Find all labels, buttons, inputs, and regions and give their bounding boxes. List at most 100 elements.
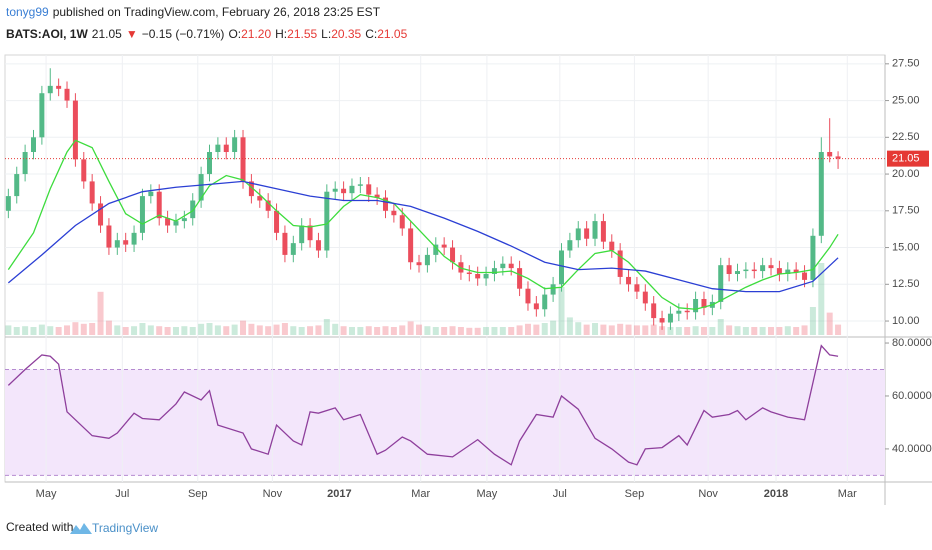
symbol-line: BATS:AOI, 1W 21.05 ▼ −0.15 (−0.71%) O: 21.20 H… — [6, 27, 408, 41]
volume-bar — [499, 327, 506, 335]
candle-body — [760, 265, 766, 272]
footer: Created with TradingView — [6, 520, 158, 535]
volume-bar — [742, 327, 749, 335]
candle-body — [366, 184, 372, 195]
volume-bar — [625, 324, 632, 335]
candle-body — [567, 240, 573, 251]
candle-body — [106, 225, 112, 248]
ohlc-value: 21.05 — [377, 27, 407, 41]
candle-body — [416, 262, 422, 266]
volume-bar — [273, 324, 280, 335]
volume-bar — [659, 326, 666, 335]
candle-body — [357, 184, 363, 186]
volume-bar — [164, 327, 171, 335]
candle-body — [835, 156, 841, 159]
candle-body — [626, 276, 632, 285]
candle-body — [433, 244, 439, 255]
candle-body — [558, 250, 564, 285]
rsi-tick-label: 60.0000 — [892, 390, 932, 402]
y-tick-label: 10.00 — [892, 315, 920, 327]
volume-bar — [818, 263, 825, 335]
candle-body — [299, 225, 305, 244]
candle-body — [98, 203, 104, 226]
volume-bar — [223, 326, 230, 335]
candle-body — [206, 152, 212, 175]
candle-body — [341, 188, 347, 194]
volume-bar — [474, 327, 481, 335]
ohlc-key: L: — [321, 27, 331, 41]
candle-body — [156, 191, 162, 219]
candle-body — [265, 200, 271, 211]
ohlc-value: 21.20 — [241, 27, 271, 41]
ohlc-key: O: — [228, 27, 241, 41]
candle-body — [131, 232, 137, 245]
candle-body — [550, 284, 556, 295]
volume-bar — [131, 326, 138, 335]
y-tick-label: 20.00 — [892, 168, 920, 180]
volume-bar — [566, 317, 573, 335]
volume-bar — [675, 327, 682, 335]
candle-body — [39, 93, 45, 138]
volume-bar — [38, 324, 45, 335]
rsi-line — [7, 344, 839, 466]
candle-body — [533, 303, 539, 310]
volume-bar — [315, 325, 322, 335]
volume-bar — [72, 322, 79, 335]
volume-bar — [700, 327, 707, 335]
candle-body — [198, 174, 204, 201]
volume-bar — [424, 326, 431, 335]
volume-bar — [256, 325, 263, 335]
volume-bar — [709, 327, 716, 335]
volume-bar — [617, 323, 624, 335]
candle-body — [441, 244, 447, 248]
volume-bar — [516, 325, 523, 335]
volume-bar — [801, 325, 808, 335]
candle-body — [89, 181, 95, 204]
candle-body — [600, 221, 606, 242]
ohlc-key: C: — [365, 27, 377, 41]
volume-bar — [64, 325, 71, 335]
candle-body — [424, 254, 430, 266]
candle-body — [617, 250, 623, 277]
candle-body — [483, 274, 489, 279]
candle-body — [290, 243, 296, 255]
volume-bar — [809, 307, 816, 335]
last-price-box — [887, 150, 929, 167]
author[interactable]: tonyg99 — [6, 5, 49, 19]
brand[interactable]: TradingView — [92, 521, 158, 535]
logo — [70, 523, 92, 534]
candle-body — [382, 197, 388, 211]
volume-bar — [592, 323, 599, 335]
volume-bar — [365, 326, 372, 335]
volume-bar — [466, 327, 473, 335]
candle-body — [173, 221, 179, 226]
candle-body — [307, 225, 313, 241]
volume-bar — [642, 325, 649, 335]
volume-bar — [114, 325, 121, 335]
rsi-tick-label: 40.0000 — [892, 443, 932, 455]
y-tick-label: 15.00 — [892, 241, 920, 253]
candle-body — [802, 272, 808, 280]
volume-bar — [441, 327, 448, 335]
candle-body — [391, 210, 397, 216]
volume-bar — [784, 326, 791, 335]
x-tick-label: Sep — [625, 488, 645, 500]
volume-bar — [55, 327, 62, 335]
candle-body — [693, 298, 699, 313]
volume-bar — [240, 320, 247, 335]
volume-bar — [449, 326, 456, 335]
candle-body — [542, 294, 548, 310]
candle-body — [466, 272, 472, 275]
candle-body — [139, 196, 145, 233]
candle-body — [701, 298, 707, 308]
candle-body — [684, 310, 690, 313]
volume-bar — [281, 323, 288, 335]
volume-bar — [533, 324, 540, 335]
candle-body — [751, 269, 757, 272]
candle-body — [475, 274, 481, 279]
volume-bar — [290, 326, 297, 335]
volume-bar — [172, 327, 179, 335]
volume-bar — [340, 326, 347, 335]
volume-bar — [508, 327, 515, 335]
ohlc-value: 20.35 — [331, 27, 361, 41]
